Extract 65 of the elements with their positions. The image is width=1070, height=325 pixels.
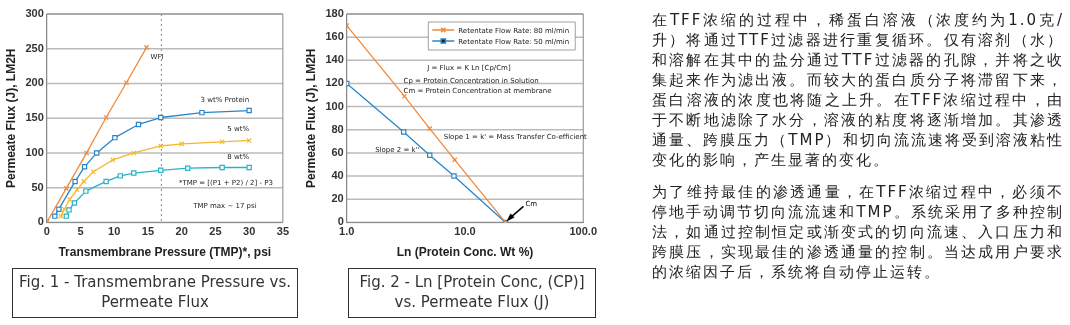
y-tick-label: 200 xyxy=(25,76,44,89)
y-tick-label: 100 xyxy=(325,99,344,112)
point xyxy=(158,167,164,174)
y-axis-title: Permeate Flux (J), LM2H xyxy=(3,48,18,188)
y-tick-label: 60 xyxy=(331,145,344,158)
y-tick-label: 0 xyxy=(37,215,44,228)
y-tick-label: 120 xyxy=(325,76,344,89)
point xyxy=(52,213,58,219)
point xyxy=(112,134,118,141)
point xyxy=(61,206,68,212)
y-tick-label: 250 xyxy=(25,41,44,54)
point xyxy=(123,80,130,86)
point xyxy=(72,178,78,185)
point xyxy=(56,206,62,212)
y-tick-label: 300 xyxy=(25,7,44,20)
x-axis-title: Transmembrane Pressure (TMP)*, psi xyxy=(58,245,272,260)
y-tick-label: 100 xyxy=(25,145,44,158)
text: 在TFF浓缩的过程中，稀蛋白溶液（浓度约为1.0克/升）将通过TTF过滤器进行重复循环。仅有溶剂（水）和溶解在其中的盐分通过TTF过滤器的孔隙，并将之收集起来作为滤出液。而较大的蛋白质分子将滞留下来，蛋白溶液的浓度也将随之上升。在TFF浓缩过程中，由于不断地滤除了水分，溶液的粘度将逐渐增加。其渗透通量、跨膜压力（TMP）和切向流流速将受到溶液粘性变化的影响，产生显著的变化。 xyxy=(652,10,1064,170)
text: Fig. 2 - Ln [Protein Conc, (CP)] vs. Permeate Flux (J) xyxy=(348,268,596,318)
text: Fig. 1 - Transmembrane Pressure vs. Permeate Flux xyxy=(12,268,298,318)
y-tick-label: 80 xyxy=(331,122,344,135)
point xyxy=(83,188,89,194)
x-tick-label: 100.0 xyxy=(569,225,597,238)
y-tick-label: 0 xyxy=(337,215,344,228)
point xyxy=(185,165,191,171)
point xyxy=(158,114,164,121)
point xyxy=(74,187,80,193)
x-tick-label: 20 xyxy=(175,225,188,238)
y-tick-label: 40 xyxy=(331,169,344,182)
x-tick-label: 25 xyxy=(209,225,222,238)
y-tick-label: 160 xyxy=(325,30,344,43)
y-tick-label: 20 xyxy=(331,192,344,205)
point xyxy=(81,164,88,170)
point xyxy=(158,143,164,149)
x-tick-label: 10 xyxy=(108,225,121,238)
point xyxy=(83,150,90,156)
point xyxy=(66,207,72,213)
point xyxy=(81,178,87,185)
x-tick-label: 10.0 xyxy=(454,225,476,238)
point xyxy=(103,178,109,185)
point xyxy=(103,114,109,121)
text: 为了维持最佳的渗透通量，在TFF浓缩过程中，必须不停地手动调节切向流流速和TMP。系统采用了多种控制法，如通过控制恒定或渐变式的切向流速、入口压力和跨膜压，实现最佳的渗透通量的控制。当达成用户要求的浓缩因子后，系统将自动停止运转。 xyxy=(652,182,1064,282)
y-tick-label: 50 xyxy=(31,180,44,193)
point xyxy=(117,173,124,179)
x-tick-label: 30 xyxy=(243,225,256,238)
x-tick-label: 15 xyxy=(141,225,155,238)
point xyxy=(66,196,73,203)
point xyxy=(63,213,70,219)
point xyxy=(246,164,252,171)
point xyxy=(246,107,252,114)
x-tick-label: 1.0 xyxy=(339,225,355,238)
point xyxy=(93,150,100,156)
y-tick-label: 140 xyxy=(325,53,344,66)
y-axis-title: Permeate Flux (J), LM2H xyxy=(303,48,318,188)
point xyxy=(199,109,205,116)
point xyxy=(131,170,137,176)
point xyxy=(131,150,137,156)
x-tick-label: 5 xyxy=(77,225,84,238)
y-tick-label: 150 xyxy=(25,111,44,124)
point xyxy=(178,141,185,147)
point xyxy=(71,200,78,206)
y-tick-label: 180 xyxy=(325,7,344,20)
x-tick-label: 35 xyxy=(276,225,290,238)
point xyxy=(219,164,225,171)
x-axis-title: Ln (Protein Conc. Wt %) xyxy=(396,245,534,260)
